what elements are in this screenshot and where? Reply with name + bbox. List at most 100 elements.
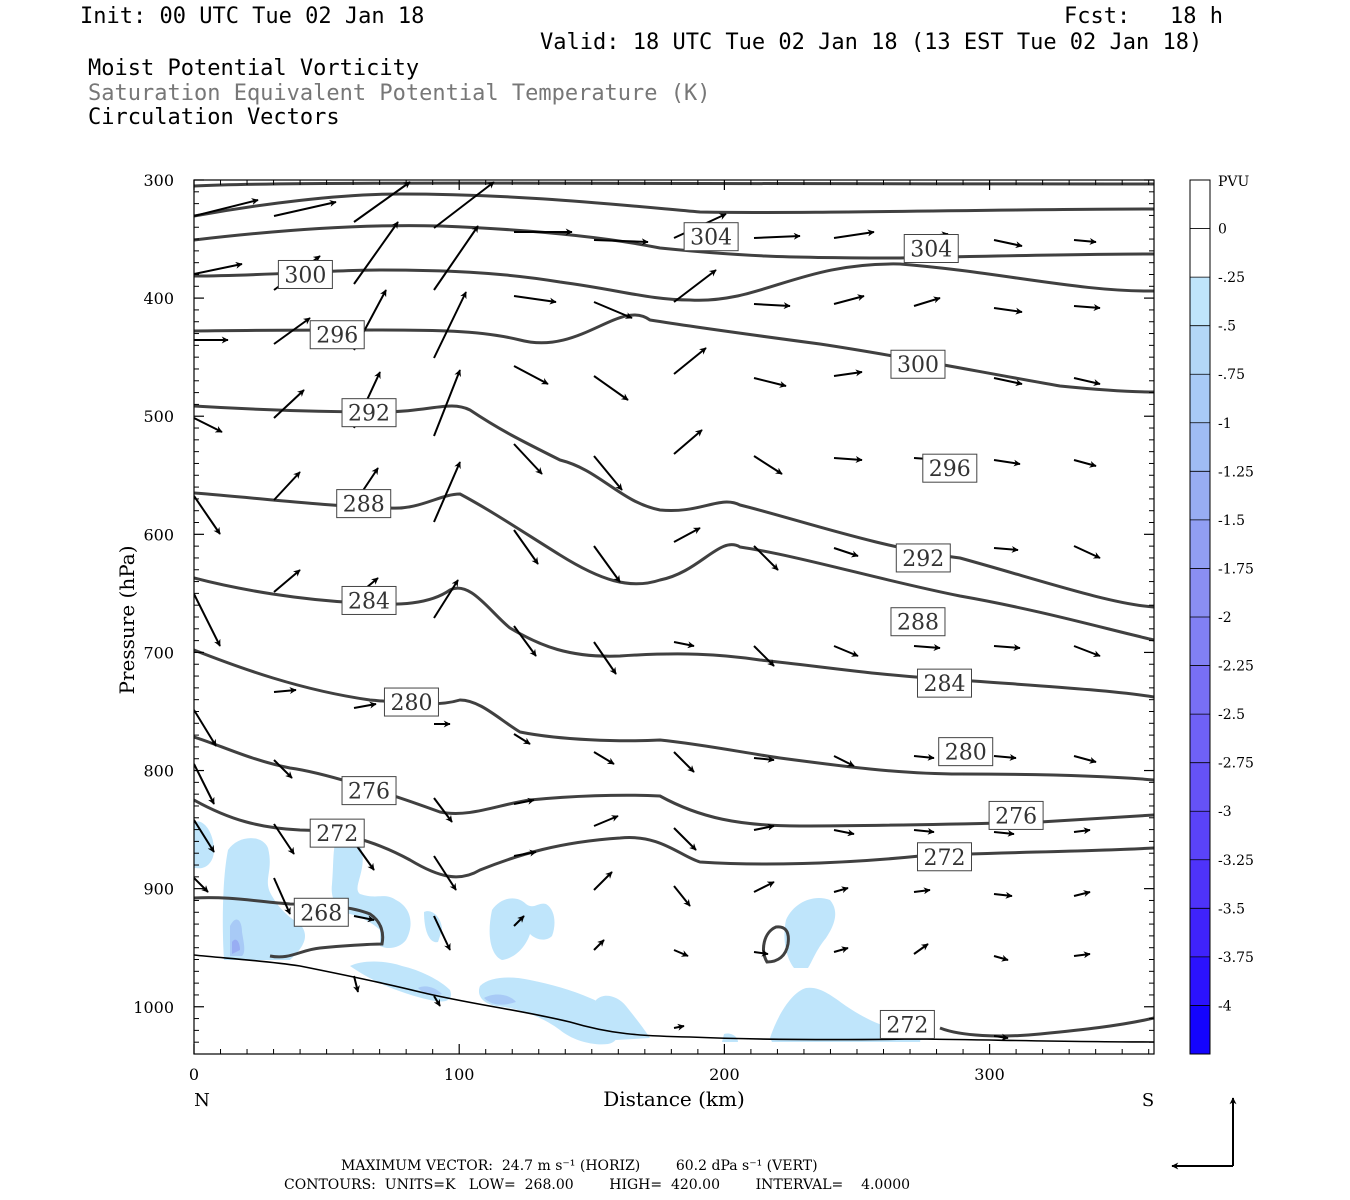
pv-region (331, 830, 411, 948)
circulation-vector (833, 755, 855, 767)
contour-label-text: 300 (897, 353, 939, 378)
y-tick-label: 800 (143, 762, 174, 781)
circulation-vector (513, 797, 535, 805)
contour-label: 276 (341, 776, 397, 806)
circulation-vector (753, 755, 775, 763)
theta-contour (194, 262, 1154, 302)
contour-label: 288 (890, 607, 946, 637)
theta-contour (194, 896, 385, 959)
circulation-vector (513, 295, 557, 305)
circulation-vector (673, 751, 695, 773)
circulation-vector (833, 456, 863, 464)
theta-contour (762, 925, 790, 964)
circulation-vector (353, 221, 399, 285)
contour-label-box (683, 222, 739, 252)
contour-label-text: 276 (348, 780, 390, 805)
circulation-vector (433, 369, 461, 437)
circulation-vector (1073, 645, 1101, 658)
colorbar-label: 0 (1218, 222, 1227, 238)
circulation-vector (1073, 377, 1101, 386)
circulation-vector (593, 939, 605, 951)
contour-label: 300 (890, 349, 946, 379)
colorbar-label: -2.75 (1218, 756, 1254, 772)
circulation-vector (673, 827, 697, 851)
circulation-vector (1073, 459, 1097, 468)
circulation-vector (993, 1033, 1009, 1041)
colorbar-label: -2.5 (1218, 707, 1245, 723)
theta-contour (939, 1016, 1154, 1038)
circulation-vector (993, 891, 1013, 899)
circulation-vector (593, 238, 649, 246)
contour-label-box (341, 585, 397, 615)
circulation-vector (433, 181, 495, 229)
circulation-vector (993, 753, 1017, 761)
circulation-vector (194, 593, 221, 647)
circulation-vector (433, 855, 457, 891)
contour-label-box (922, 453, 978, 483)
circulation-vector (433, 915, 451, 951)
circulation-vector (273, 569, 301, 593)
pvu-colorbar: PVU 0 -.25 -.5 -.75 -1 -1.25 -1.5 -1.75 -2 -2.25 -2… (1189, 174, 1254, 1055)
forecast-hour: Fcst: 18 h (1064, 4, 1223, 29)
circulation-vector (1073, 304, 1101, 312)
y-tick-label: 700 (143, 643, 174, 662)
contour-label-box (916, 668, 972, 698)
contour-label-box (383, 687, 439, 717)
circulation-vector (833, 369, 863, 377)
contour-label: 296 (922, 453, 978, 483)
contour-label: 296 (309, 320, 365, 350)
circulation-vector (353, 701, 377, 709)
theta-contour (194, 576, 1154, 699)
circulation-vector (753, 645, 775, 667)
contour-label-box (895, 543, 951, 573)
contour-label: 284 (916, 668, 972, 698)
contour-label: 268 (293, 897, 349, 927)
circulation-vector (273, 471, 301, 501)
circulation-vector (913, 753, 935, 761)
contour-label-box (341, 398, 397, 428)
field-title-theta-es: Saturation Equivalent Potential Temperat… (88, 81, 711, 106)
circulation-vector (993, 644, 1021, 652)
circulation-vector (513, 365, 549, 385)
colorbar-swatch (1190, 568, 1210, 618)
circulation-vector (593, 641, 617, 675)
circulation-vector (993, 459, 1021, 467)
colorbar-swatch (1190, 519, 1210, 569)
circulation-vector (753, 377, 787, 388)
circulation-vector (673, 429, 703, 455)
circulation-vector (1073, 827, 1091, 835)
contour-label: 280 (383, 687, 439, 717)
pv-region (194, 821, 214, 869)
circulation-vector (593, 751, 615, 765)
contour-label-box (890, 607, 946, 637)
circulation-vector (673, 269, 717, 303)
circulation-vector (194, 877, 209, 893)
circulation-vector (433, 225, 479, 291)
circulation-vector (353, 181, 411, 223)
contour-label-text: 284 (923, 672, 965, 697)
colorbar-swatch (1190, 714, 1210, 764)
circulation-vector (513, 443, 543, 475)
y-tick-label: 500 (143, 407, 174, 426)
contour-label: 272 (916, 842, 972, 872)
circulation-vector (753, 455, 783, 475)
circulation-vector (833, 229, 875, 239)
pv-region (418, 986, 442, 995)
x-tick-label: 0 (189, 1065, 199, 1084)
contour-info: CONTOURS: UNITS=K LOW= 268.00 HIGH= 420.… (284, 1177, 911, 1193)
colorbar-label: -.25 (1218, 270, 1245, 286)
circulation-vector (194, 198, 259, 217)
contour-label: 280 (938, 737, 994, 767)
circulation-vector (993, 307, 1023, 315)
init-time: Init: 00 UTC Tue 02 Jan 18 (80, 4, 425, 29)
colorbar-label: -1.25 (1218, 464, 1254, 480)
y-tick-label: 300 (143, 171, 174, 190)
pv-region (489, 898, 555, 960)
circulation-vector (833, 946, 849, 954)
theta-es-contours (194, 181, 1154, 1043)
circulation-vector (1073, 755, 1097, 764)
circulation-vector (194, 819, 215, 853)
circulation-vector (194, 417, 223, 433)
colorbar-swatch (1190, 374, 1210, 424)
circulation-vector (753, 232, 801, 240)
